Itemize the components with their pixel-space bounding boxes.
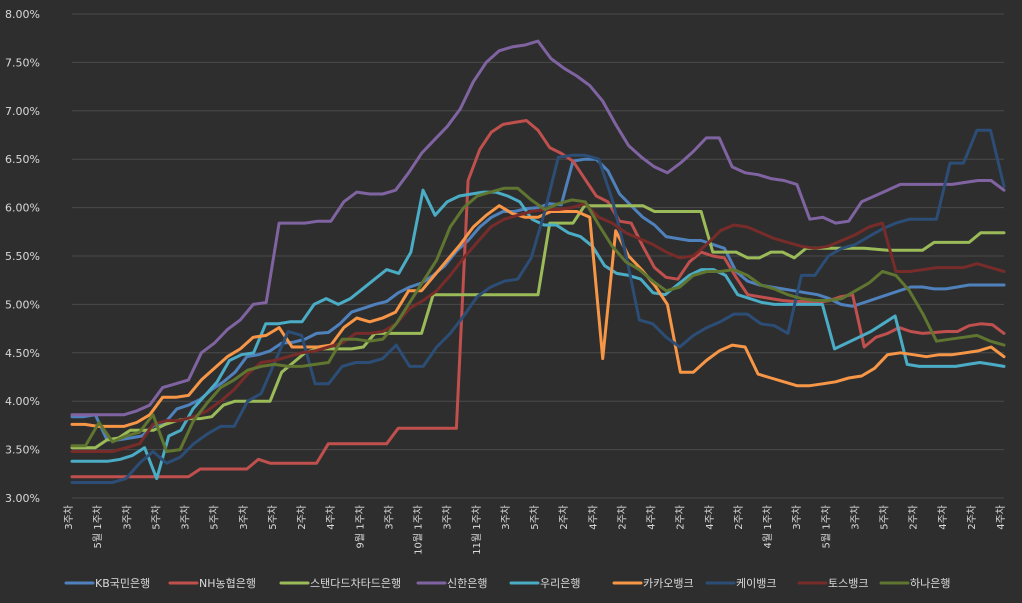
series-line bbox=[70, 204, 1006, 450]
x-tick-label: 3주차 bbox=[791, 505, 803, 530]
x-tick-label: 4주차 bbox=[704, 505, 716, 530]
legend-label: 스탠다드차타드은행 bbox=[310, 577, 401, 590]
x-tick-label: 5주차 bbox=[879, 505, 891, 530]
legend-label: 하나은행 bbox=[910, 576, 950, 590]
x-tick-label: 5주차 bbox=[150, 505, 162, 530]
x-tick-label: 2주차 bbox=[296, 505, 308, 530]
y-tick-label: 8.00% bbox=[5, 8, 40, 21]
x-tick-label: 3주차 bbox=[238, 505, 250, 530]
gridlines bbox=[72, 13, 1004, 499]
series-line bbox=[70, 186, 1006, 453]
x-tick-label: 5주차 bbox=[267, 505, 279, 530]
series-line bbox=[70, 128, 1006, 484]
x-tick-label: 10월 1주차 bbox=[413, 505, 425, 555]
y-tick-label: 6.50% bbox=[5, 153, 40, 166]
x-tick-label: 3주차 bbox=[849, 505, 861, 530]
series-line bbox=[70, 119, 1006, 479]
x-tick-label: 4주차 bbox=[325, 505, 337, 530]
x-tick-label: 2주차 bbox=[558, 505, 570, 530]
x-tick-label: 5월 1주차 bbox=[92, 505, 104, 549]
x-tick-label: 4월 1주차 bbox=[762, 505, 774, 549]
x-tick-label: 3주차 bbox=[63, 505, 75, 530]
legend: KB국민은행 NH농협은행 스탠다드차타드은행 신한은행 우리은행 카카오뱅크 케이뱅크 토스… bbox=[64, 576, 950, 590]
y-tick-label: 4.00% bbox=[5, 395, 40, 408]
x-tick-label: 4주차 bbox=[937, 505, 949, 530]
legend-label: 신한은행 bbox=[447, 577, 487, 590]
x-tick-label: 2주차 bbox=[966, 505, 978, 530]
x-tick-label: 2주차 bbox=[733, 505, 745, 530]
y-tick-label: 3.50% bbox=[5, 444, 40, 457]
x-tick-label: 3주차 bbox=[500, 505, 512, 530]
x-tick-label: 3주차 bbox=[442, 505, 454, 530]
legend-label: NH농협은행 bbox=[199, 577, 256, 590]
x-tick-label: 5월 1주차 bbox=[820, 505, 832, 549]
x-tick-label: 3주차 bbox=[383, 505, 395, 530]
series-line bbox=[70, 157, 1006, 442]
x-tick-label: 2주차 bbox=[616, 505, 628, 530]
x-tick-label: 4주차 bbox=[995, 505, 1007, 530]
legend-label: 카카오뱅크 bbox=[643, 577, 694, 590]
series-line bbox=[70, 204, 1006, 428]
x-tick-label: 2주차 bbox=[675, 505, 687, 530]
x-tick-label: 5주차 bbox=[529, 505, 541, 530]
legend-label: KB국민은행 bbox=[95, 577, 150, 590]
y-tick-label: 5.50% bbox=[5, 250, 40, 263]
y-tick-label: 7.00% bbox=[5, 105, 40, 118]
x-axis-tick-labels: 3주차 5월 1주차 3주차 5주차 3주차 5주차 3주차 5주차 2주차 4주차 9월 1주차 3… bbox=[63, 505, 1007, 555]
x-tick-label: 11월 1주차 bbox=[471, 505, 483, 555]
y-axis-tick-labels: 3.00% 3.50% 4.00% 4.50% 5.00% 5.50% 6.00% 6.50%… bbox=[5, 8, 40, 505]
legend-label: 케이뱅크 bbox=[736, 577, 776, 590]
y-tick-label: 6.00% bbox=[5, 202, 40, 215]
x-tick-label: 5주차 bbox=[209, 505, 221, 530]
series-lines bbox=[70, 39, 1006, 484]
series-line bbox=[70, 39, 1006, 417]
x-tick-label: 4주차 bbox=[646, 505, 658, 530]
legend-label: 우리은행 bbox=[540, 577, 580, 590]
series-line bbox=[70, 188, 1006, 481]
y-tick-label: 5.00% bbox=[5, 298, 40, 311]
x-tick-label: 4주차 bbox=[587, 505, 599, 530]
legend-label: 토스뱅크 bbox=[828, 577, 868, 590]
x-tick-label: 2주차 bbox=[908, 505, 920, 530]
series-line bbox=[70, 202, 1006, 453]
x-tick-label: 3주차 bbox=[121, 505, 133, 530]
x-tick-label: 3주차 bbox=[180, 505, 192, 530]
y-tick-label: 4.50% bbox=[5, 347, 40, 360]
y-tick-label: 7.50% bbox=[5, 56, 40, 69]
x-tick-label: 9월 1주차 bbox=[354, 505, 366, 549]
y-tick-label: 3.00% bbox=[5, 492, 40, 505]
